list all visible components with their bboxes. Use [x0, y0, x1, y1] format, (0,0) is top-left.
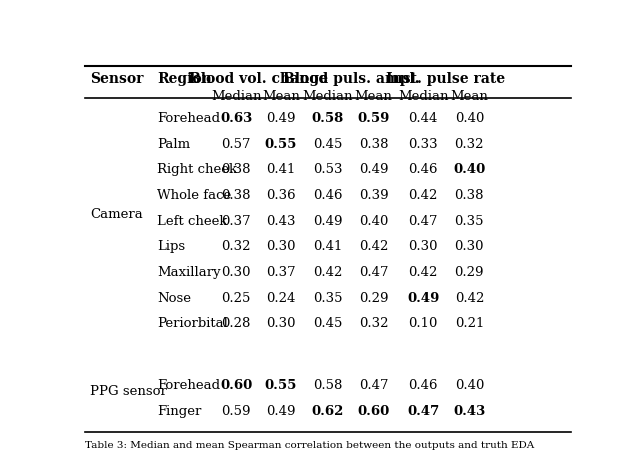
- Text: 0.45: 0.45: [314, 317, 342, 330]
- Text: Inst. pulse rate: Inst. pulse rate: [387, 72, 506, 86]
- Text: 0.59: 0.59: [358, 112, 390, 125]
- Text: 0.21: 0.21: [454, 317, 484, 330]
- Text: Median: Median: [398, 90, 449, 103]
- Text: 0.25: 0.25: [221, 292, 251, 305]
- Text: 0.28: 0.28: [221, 317, 251, 330]
- Text: 0.46: 0.46: [408, 163, 438, 177]
- Text: 0.29: 0.29: [454, 266, 484, 279]
- Text: Whole face: Whole face: [157, 189, 231, 202]
- Text: 0.58: 0.58: [312, 112, 344, 125]
- Text: Blood vol. change: Blood vol. change: [189, 72, 328, 86]
- Text: 0.49: 0.49: [266, 112, 296, 125]
- Text: 0.38: 0.38: [221, 189, 251, 202]
- Text: 0.42: 0.42: [408, 266, 438, 279]
- Text: 0.42: 0.42: [359, 240, 388, 253]
- Text: 0.49: 0.49: [407, 292, 440, 305]
- Text: 0.47: 0.47: [408, 215, 438, 228]
- Text: 0.60: 0.60: [220, 379, 252, 392]
- Text: Palm: Palm: [157, 138, 190, 151]
- Text: 0.37: 0.37: [266, 266, 296, 279]
- Text: 0.29: 0.29: [359, 292, 388, 305]
- Text: Mean: Mean: [262, 90, 300, 103]
- Text: 0.55: 0.55: [265, 138, 297, 151]
- Text: 0.40: 0.40: [454, 112, 484, 125]
- Text: 0.35: 0.35: [313, 292, 343, 305]
- Text: 0.32: 0.32: [454, 138, 484, 151]
- Text: 0.45: 0.45: [314, 138, 342, 151]
- Text: 0.42: 0.42: [314, 266, 342, 279]
- Text: 0.57: 0.57: [221, 138, 251, 151]
- Text: Mean: Mean: [451, 90, 488, 103]
- Text: 0.44: 0.44: [408, 112, 438, 125]
- Text: 0.42: 0.42: [408, 189, 438, 202]
- Text: Right cheek: Right cheek: [157, 163, 237, 177]
- Text: 0.47: 0.47: [359, 379, 388, 392]
- Text: 0.40: 0.40: [453, 163, 486, 177]
- Text: Forehead: Forehead: [157, 112, 220, 125]
- Text: Lips: Lips: [157, 240, 185, 253]
- Text: 0.49: 0.49: [313, 215, 343, 228]
- Text: Mean: Mean: [355, 90, 392, 103]
- Text: 0.24: 0.24: [266, 292, 296, 305]
- Text: 0.38: 0.38: [454, 189, 484, 202]
- Text: Nose: Nose: [157, 292, 191, 305]
- Text: 0.30: 0.30: [221, 266, 251, 279]
- Text: Forehead: Forehead: [157, 379, 220, 392]
- Text: 0.59: 0.59: [221, 405, 251, 417]
- Text: 0.46: 0.46: [313, 189, 343, 202]
- Text: 0.62: 0.62: [312, 405, 344, 417]
- Text: 0.30: 0.30: [408, 240, 438, 253]
- Text: 0.43: 0.43: [453, 405, 486, 417]
- Text: Table 3: Median and mean Spearman correlation between the outputs and truth EDA: Table 3: Median and mean Spearman correl…: [85, 441, 534, 450]
- Text: 0.46: 0.46: [408, 379, 438, 392]
- Text: 0.40: 0.40: [359, 215, 388, 228]
- Text: 0.42: 0.42: [454, 292, 484, 305]
- Text: 0.37: 0.37: [221, 215, 251, 228]
- Text: 0.35: 0.35: [454, 215, 484, 228]
- Text: Maxillary: Maxillary: [157, 266, 221, 279]
- Text: Left cheek: Left cheek: [157, 215, 227, 228]
- Text: 0.38: 0.38: [359, 138, 388, 151]
- Text: 0.40: 0.40: [454, 379, 484, 392]
- Text: 0.49: 0.49: [266, 405, 296, 417]
- Text: 0.30: 0.30: [266, 317, 296, 330]
- Text: Region: Region: [157, 72, 212, 86]
- Text: 0.38: 0.38: [221, 163, 251, 177]
- Text: 0.43: 0.43: [266, 215, 296, 228]
- Text: Sensor: Sensor: [90, 72, 143, 86]
- Text: Blood puls. ampl.: Blood puls. ampl.: [282, 72, 419, 86]
- Text: 0.39: 0.39: [359, 189, 388, 202]
- Text: 0.53: 0.53: [313, 163, 343, 177]
- Text: 0.32: 0.32: [359, 317, 388, 330]
- Text: Median: Median: [211, 90, 262, 103]
- Text: 0.33: 0.33: [408, 138, 438, 151]
- Text: 0.63: 0.63: [220, 112, 252, 125]
- Text: 0.47: 0.47: [359, 266, 388, 279]
- Text: 0.41: 0.41: [266, 163, 296, 177]
- Text: Periorbital: Periorbital: [157, 317, 228, 330]
- Text: Median: Median: [303, 90, 353, 103]
- Text: 0.30: 0.30: [266, 240, 296, 253]
- Text: 0.41: 0.41: [314, 240, 342, 253]
- Text: 0.49: 0.49: [359, 163, 388, 177]
- Text: Camera: Camera: [90, 208, 143, 221]
- Text: 0.47: 0.47: [407, 405, 439, 417]
- Text: 0.58: 0.58: [314, 379, 342, 392]
- Text: 0.32: 0.32: [221, 240, 251, 253]
- Text: 0.60: 0.60: [358, 405, 390, 417]
- Text: 0.10: 0.10: [408, 317, 438, 330]
- Text: Finger: Finger: [157, 405, 201, 417]
- Text: 0.55: 0.55: [265, 379, 297, 392]
- Text: PPG sensor: PPG sensor: [90, 385, 167, 398]
- Text: 0.36: 0.36: [266, 189, 296, 202]
- Text: 0.30: 0.30: [454, 240, 484, 253]
